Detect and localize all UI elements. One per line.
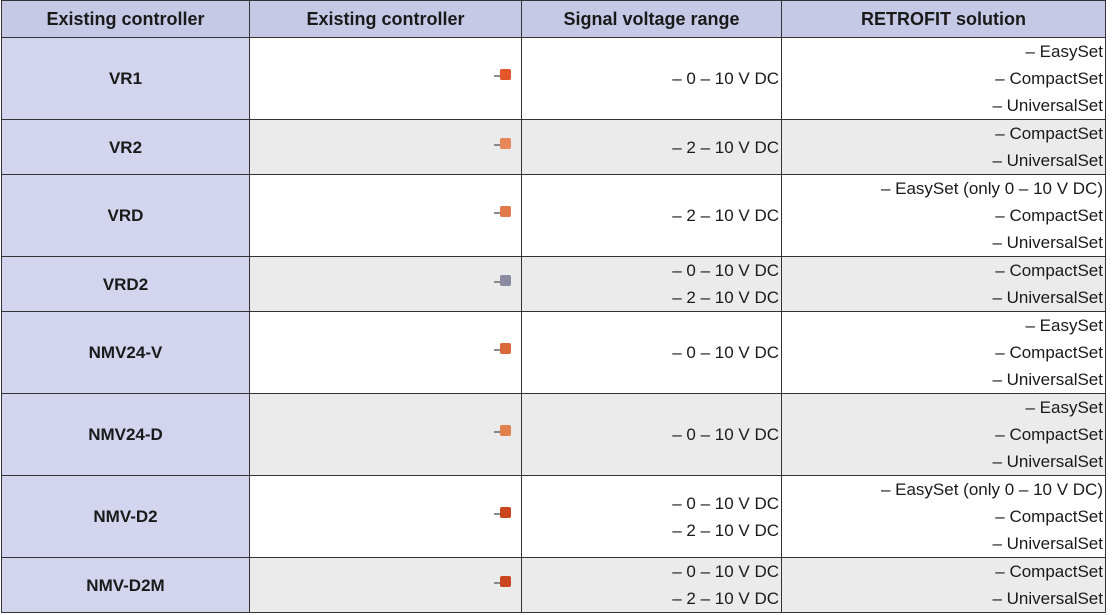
solution-line: – UniversalSet — [784, 366, 1103, 393]
voltage-line: – 2 – 10 V DC — [524, 202, 779, 229]
table-row: VR1 – 0 – 10 V DC– EasySet– CompactSet– U… — [2, 38, 1106, 120]
solution-line: – UniversalSet — [784, 147, 1103, 174]
solution-line: – UniversalSet — [784, 229, 1103, 256]
controller-icon — [493, 66, 513, 84]
controller-icon — [493, 203, 513, 221]
solution-cell: – EasySet– CompactSet– UniversalSet — [782, 38, 1106, 120]
controller-name: NMV24-D — [2, 394, 250, 476]
solution-cell: – EasySet (only 0 – 10 V DC)– CompactSet… — [782, 476, 1106, 558]
voltage-cell: – 0 – 10 V DC– 2 – 10 V DC — [522, 558, 782, 613]
icon-cell — [250, 558, 522, 613]
solution-line: – CompactSet — [784, 339, 1103, 366]
voltage-line: – 0 – 10 V DC — [524, 65, 779, 92]
icon-cell — [250, 257, 522, 312]
solution-line: – CompactSet — [784, 503, 1103, 530]
controller-name: VR1 — [2, 38, 250, 120]
table-row: NMV-D2 – 0 – 10 V DC– 2 – 10 V DC– EasySe… — [2, 476, 1106, 558]
solution-line: – EasySet — [784, 312, 1103, 339]
solution-line: – CompactSet — [784, 120, 1103, 147]
page: Existing controllerExisting controllerSi… — [0, 0, 1120, 615]
solution-line: – CompactSet — [784, 558, 1103, 585]
voltage-cell: – 0 – 10 V DC– 2 – 10 V DC — [522, 257, 782, 312]
controller-icon — [493, 422, 513, 440]
icon-cell — [250, 38, 522, 120]
solution-line: – CompactSet — [784, 421, 1103, 448]
solution-line: – EasySet (only 0 – 10 V DC) — [784, 175, 1103, 202]
icon-cell — [250, 394, 522, 476]
voltage-line: – 0 – 10 V DC — [524, 421, 779, 448]
table-row: NMV-D2M – 0 – 10 V DC– 2 – 10 V DC– Compa… — [2, 558, 1106, 613]
controller-icon — [493, 340, 513, 358]
icon-cell — [250, 120, 522, 175]
icon-cell — [250, 312, 522, 394]
solution-line: – UniversalSet — [784, 530, 1103, 557]
solution-line: – EasySet (only 0 – 10 V DC) — [784, 476, 1103, 503]
icon-body — [500, 69, 511, 80]
table-row: VRD – 2 – 10 V DC– EasySet (only 0 – 10 V… — [2, 175, 1106, 257]
solution-line: – CompactSet — [784, 257, 1103, 284]
solution-cell: – CompactSet– UniversalSet — [782, 558, 1106, 613]
solution-cell: – EasySet– CompactSet– UniversalSet — [782, 312, 1106, 394]
controller-name: NMV-D2M — [2, 558, 250, 613]
icon-cell — [250, 175, 522, 257]
solution-line: – UniversalSet — [784, 284, 1103, 311]
table-body: VR1– 0 – 10 V DC– EasySet– CompactSet– U… — [2, 38, 1106, 613]
table-row: VRD2 – 0 – 10 V DC– 2 – 10 V DC– CompactS… — [2, 257, 1106, 312]
solution-line: – UniversalSet — [784, 585, 1103, 612]
solution-cell: – EasySet– CompactSet– UniversalSet — [782, 394, 1106, 476]
controller-name: NMV-D2 — [2, 476, 250, 558]
header-cell: RETROFIT solution — [782, 1, 1106, 38]
solution-cell: – CompactSet– UniversalSet — [782, 257, 1106, 312]
retrofit-table: Existing controllerExisting controllerSi… — [1, 0, 1106, 613]
voltage-line: – 2 – 10 V DC — [524, 284, 779, 311]
header-cell: Existing controller — [250, 1, 522, 38]
icon-body — [500, 206, 511, 217]
controller-name: VRD2 — [2, 257, 250, 312]
voltage-line: – 2 – 10 V DC — [524, 585, 779, 612]
table-row: VR2 – 2 – 10 V DC– CompactSet– UniversalS… — [2, 120, 1106, 175]
voltage-cell: – 0 – 10 V DC — [522, 38, 782, 120]
solution-line: – EasySet — [784, 394, 1103, 421]
solution-line: – UniversalSet — [784, 92, 1103, 119]
controller-name: NMV24-V — [2, 312, 250, 394]
header-cell: Signal voltage range — [522, 1, 782, 38]
voltage-cell: – 2 – 10 V DC — [522, 120, 782, 175]
controller-name: VR2 — [2, 120, 250, 175]
controller-icon — [493, 135, 513, 153]
icon-body — [500, 507, 511, 518]
controller-icon — [493, 272, 513, 290]
voltage-cell: – 0 – 10 V DC– 2 – 10 V DC — [522, 476, 782, 558]
solution-line: – CompactSet — [784, 65, 1103, 92]
icon-cell — [250, 476, 522, 558]
icon-body — [500, 425, 511, 436]
controller-icon — [493, 573, 513, 591]
solution-line: – CompactSet — [784, 202, 1103, 229]
table-row: NMV24-D – 0 – 10 V DC– EasySet– CompactSe… — [2, 394, 1106, 476]
solution-cell: – EasySet (only 0 – 10 V DC)– CompactSet… — [782, 175, 1106, 257]
icon-body — [500, 138, 511, 149]
header-cell: Existing controller — [2, 1, 250, 38]
table-row: NMV24-V – 0 – 10 V DC– EasySet– CompactSe… — [2, 312, 1106, 394]
voltage-line: – 2 – 10 V DC — [524, 517, 779, 544]
voltage-line: – 0 – 10 V DC — [524, 339, 779, 366]
controller-icon — [493, 504, 513, 522]
voltage-cell: – 0 – 10 V DC — [522, 312, 782, 394]
solution-line: – UniversalSet — [784, 448, 1103, 475]
controller-name: VRD — [2, 175, 250, 257]
solution-line: – EasySet — [784, 38, 1103, 65]
icon-body — [500, 275, 511, 286]
voltage-cell: – 2 – 10 V DC — [522, 175, 782, 257]
solution-cell: – CompactSet– UniversalSet — [782, 120, 1106, 175]
icon-body — [500, 576, 511, 587]
voltage-line: – 2 – 10 V DC — [524, 134, 779, 161]
voltage-line: – 0 – 10 V DC — [524, 490, 779, 517]
icon-body — [500, 343, 511, 354]
voltage-line: – 0 – 10 V DC — [524, 558, 779, 585]
voltage-cell: – 0 – 10 V DC — [522, 394, 782, 476]
voltage-line: – 0 – 10 V DC — [524, 257, 779, 284]
